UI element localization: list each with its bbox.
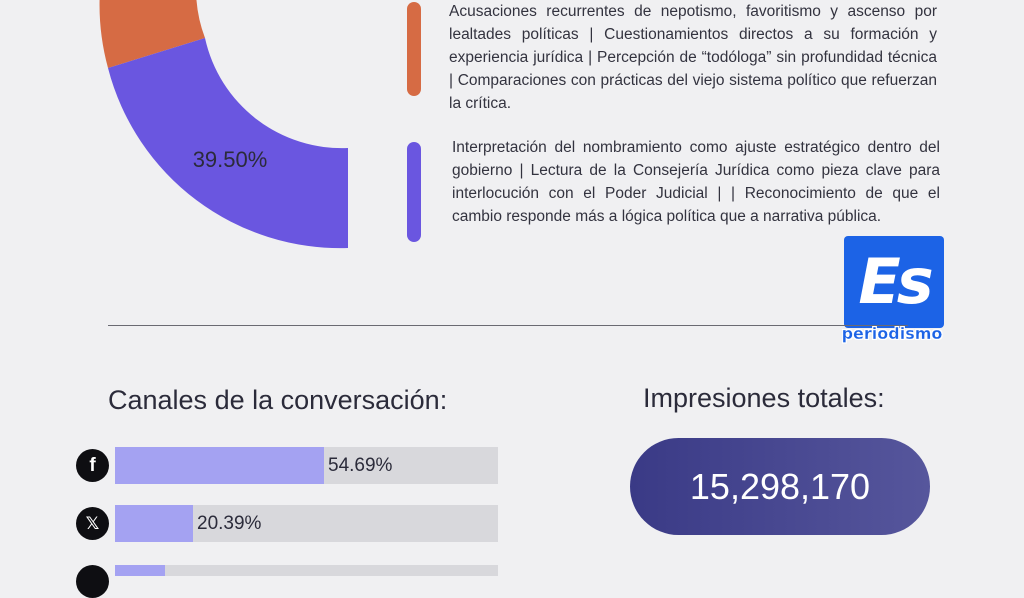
sentiment-donut-chart: 39.50% bbox=[99, 0, 348, 249]
impressions-value-pill: 15,298,170 bbox=[630, 438, 930, 535]
donut-slice-orange bbox=[99, 0, 205, 68]
facebook-icon: f bbox=[76, 449, 109, 482]
facebook-bar-track: 54.69% bbox=[115, 447, 498, 484]
logo-mark: Es bbox=[844, 236, 944, 328]
instagram-bar-track bbox=[115, 565, 498, 576]
x-bar bbox=[115, 505, 193, 542]
es-periodismo-logo: Es periodismo bbox=[840, 236, 944, 346]
section-divider bbox=[108, 325, 908, 326]
x-bar-label: 20.39% bbox=[197, 513, 262, 534]
instagram-icon bbox=[76, 565, 109, 598]
facebook-bar bbox=[115, 447, 324, 484]
purple-accent-bar bbox=[407, 142, 421, 242]
instagram-bar bbox=[115, 565, 165, 576]
x-bar-track: 20.39% bbox=[115, 505, 498, 542]
impressions-title: Impresiones totales: bbox=[643, 383, 885, 413]
donut-slice-purple bbox=[108, 38, 348, 249]
donut-slice-label: 39.50% bbox=[193, 147, 268, 172]
orange-accent-bar bbox=[407, 2, 421, 96]
logo-subtitle: periodismo bbox=[841, 324, 943, 343]
orange-note-text: Acusaciones recurrentes de nepotismo, fa… bbox=[449, 3, 937, 112]
x-icon: 𝕏 bbox=[76, 507, 109, 540]
facebook-bar-label: 54.69% bbox=[328, 455, 393, 476]
purple-note-text: Interpretación del nombramiento como aju… bbox=[452, 139, 940, 225]
channels-title: Canales de la conversación: bbox=[108, 385, 448, 415]
